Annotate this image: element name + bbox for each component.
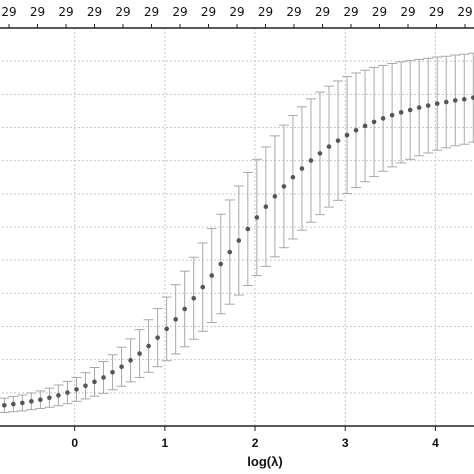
data-point bbox=[110, 369, 115, 375]
data-point bbox=[299, 166, 305, 171]
data-point bbox=[11, 401, 16, 407]
x-axis-tick-label: 1 bbox=[162, 436, 169, 450]
data-point bbox=[2, 403, 7, 408]
x-axis-title: log(λ) bbox=[247, 454, 282, 469]
data-points bbox=[2, 95, 474, 408]
top-axis-tick-label: 29 bbox=[115, 5, 130, 19]
x-axis-tick-label: 4 bbox=[432, 436, 439, 450]
data-point bbox=[398, 110, 404, 115]
data-point bbox=[272, 194, 278, 199]
data-point bbox=[326, 144, 332, 149]
data-point bbox=[200, 284, 206, 290]
data-point bbox=[128, 358, 133, 363]
top-axis-tick-label: 29 bbox=[144, 5, 159, 19]
data-point bbox=[92, 379, 97, 385]
data-point bbox=[281, 184, 287, 189]
data-point bbox=[74, 387, 79, 392]
data-point bbox=[236, 238, 242, 243]
data-point bbox=[335, 138, 341, 143]
data-point bbox=[245, 226, 251, 232]
data-point bbox=[137, 351, 142, 356]
top-axis-tick-label: 29 bbox=[1, 5, 16, 19]
top-axis-tick-label: 29 bbox=[58, 5, 73, 19]
data-point bbox=[29, 399, 34, 404]
data-point bbox=[371, 119, 377, 125]
data-point bbox=[362, 123, 368, 129]
top-axis-tick-label: 29 bbox=[172, 5, 187, 19]
top-axis-tick-label: 29 bbox=[343, 5, 358, 19]
data-point bbox=[416, 105, 422, 110]
data-point bbox=[461, 96, 467, 102]
data-point bbox=[263, 204, 269, 210]
x-axis: 0 1 2 3 4 bbox=[71, 426, 439, 450]
data-point bbox=[56, 393, 61, 398]
data-point bbox=[20, 400, 25, 406]
data-point bbox=[470, 95, 474, 100]
data-point bbox=[155, 335, 160, 340]
data-point bbox=[344, 132, 350, 138]
top-axis: 29 29 29 29 29 29 29 29 29 29 29 29 29 29 29 29 29 bbox=[1, 5, 473, 28]
data-point bbox=[290, 174, 296, 180]
data-point bbox=[218, 261, 224, 267]
data-point bbox=[425, 103, 431, 108]
top-axis-tick-label: 29 bbox=[201, 5, 216, 19]
data-point bbox=[65, 390, 70, 395]
data-point bbox=[407, 107, 413, 113]
data-point bbox=[38, 397, 43, 403]
data-point bbox=[47, 395, 52, 401]
data-point bbox=[452, 98, 458, 103]
top-axis-tick-label: 29 bbox=[286, 5, 301, 19]
data-point bbox=[254, 215, 260, 220]
data-point bbox=[182, 306, 187, 312]
data-point bbox=[443, 99, 449, 105]
data-point bbox=[308, 158, 314, 163]
top-axis-tick-label: 29 bbox=[400, 5, 415, 19]
data-point bbox=[434, 101, 440, 106]
data-point bbox=[83, 383, 88, 389]
top-axis-tick-label: 29 bbox=[429, 5, 444, 19]
top-axis-tick-label: 29 bbox=[372, 5, 387, 19]
data-point bbox=[164, 326, 169, 332]
data-point bbox=[191, 295, 197, 301]
x-axis-tick-label: 3 bbox=[342, 436, 349, 450]
top-axis-tick-label: 29 bbox=[315, 5, 330, 19]
data-point bbox=[353, 127, 359, 133]
data-point bbox=[209, 273, 215, 278]
data-point bbox=[146, 343, 151, 349]
data-point bbox=[389, 112, 395, 118]
top-axis-tick-label: 29 bbox=[87, 5, 102, 19]
top-axis-tick-label: 29 bbox=[457, 5, 472, 19]
data-point bbox=[380, 116, 386, 121]
data-point bbox=[173, 317, 178, 322]
top-axis-tick-label: 29 bbox=[258, 5, 273, 19]
top-axis-tick-label: 29 bbox=[229, 5, 244, 19]
data-point bbox=[317, 151, 323, 156]
data-point bbox=[119, 364, 124, 369]
data-point bbox=[101, 375, 106, 380]
x-axis-tick-label: 0 bbox=[71, 436, 78, 450]
x-axis-tick-label: 2 bbox=[252, 436, 259, 450]
top-axis-tick-label: 29 bbox=[30, 5, 45, 19]
data-point bbox=[227, 249, 233, 255]
